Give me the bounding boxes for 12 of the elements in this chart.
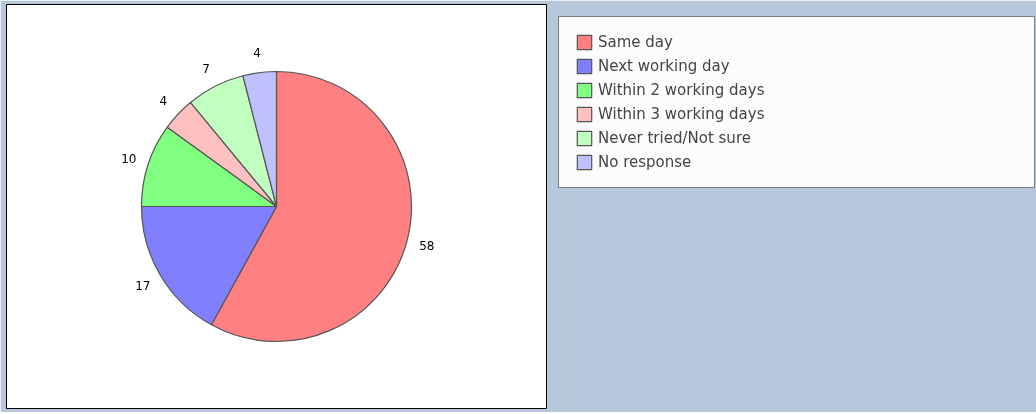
data-label: 58	[419, 238, 435, 253]
legend-label: Never tried/Not sure	[598, 129, 752, 147]
data-label: 10	[121, 152, 137, 167]
legend-label: Within 3 working days	[598, 105, 766, 123]
data-label: 4	[253, 46, 261, 61]
legend-label: No response	[598, 153, 693, 171]
legend-label: Next working day	[598, 57, 731, 75]
legend-label: Within 2 working days	[598, 81, 766, 99]
data-label: 17	[135, 278, 151, 293]
data-label: 4	[159, 93, 168, 108]
data-label: 7	[202, 62, 210, 77]
legend-label: Same day	[598, 33, 674, 51]
